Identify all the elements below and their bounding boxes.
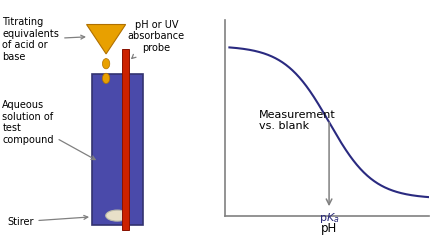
Text: Measurement
vs. blank: Measurement vs. blank [259, 110, 336, 131]
Ellipse shape [106, 210, 129, 221]
Ellipse shape [103, 59, 110, 69]
Text: pH: pH [321, 222, 337, 235]
Text: Aqueous
solution of
test
compound: Aqueous solution of test compound [2, 100, 95, 159]
Ellipse shape [103, 73, 110, 84]
Bar [122, 49, 129, 230]
Bar [92, 74, 142, 225]
Text: Stirer: Stirer [7, 215, 88, 227]
Polygon shape [87, 24, 126, 54]
Text: Titrating
equivalents
of acid or
base: Titrating equivalents of acid or base [2, 17, 85, 62]
Text: p$K_a$: p$K_a$ [319, 211, 339, 225]
Text: pH or UV
absorbance
probe: pH or UV absorbance probe [128, 20, 185, 59]
